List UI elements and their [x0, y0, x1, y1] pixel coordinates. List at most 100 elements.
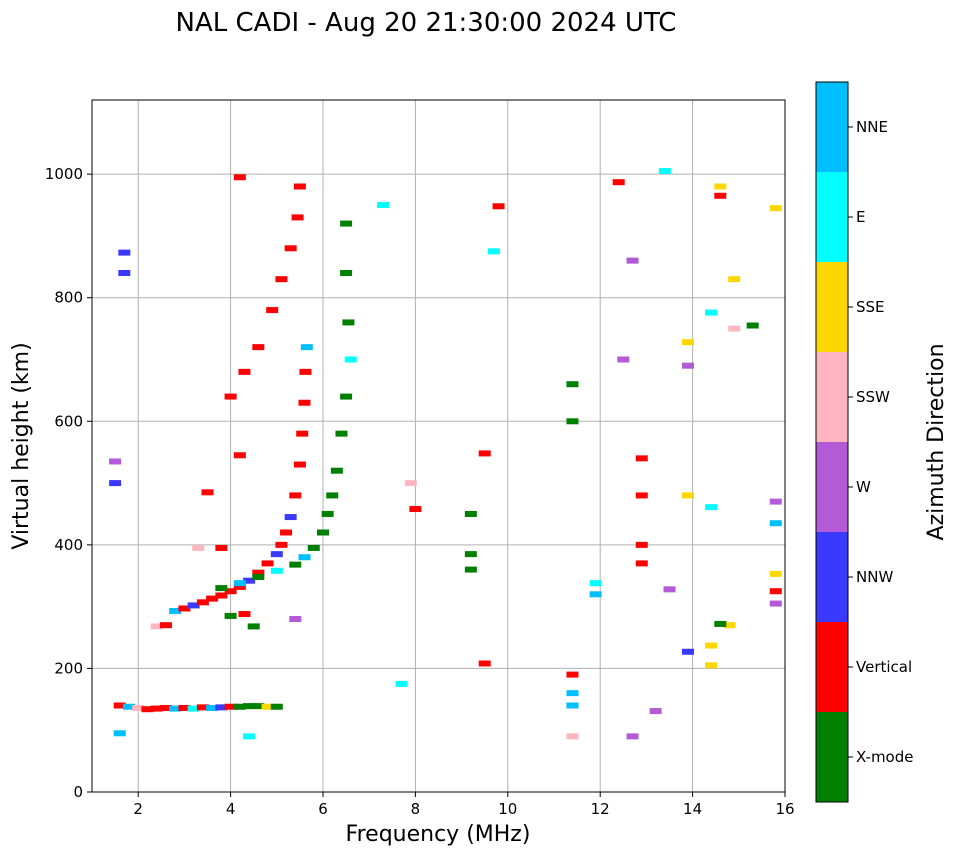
- colorbar-swatch: [816, 712, 848, 802]
- echo-point: [326, 492, 339, 499]
- echo-point: [275, 541, 288, 548]
- echo-point: [635, 492, 648, 499]
- echo-point: [566, 690, 579, 697]
- echo-point: [705, 504, 718, 511]
- echo-point: [340, 270, 353, 276]
- echo-point: [233, 583, 246, 590]
- echo-point: [589, 591, 602, 598]
- echo-point: [321, 510, 334, 517]
- echo-point: [275, 276, 288, 283]
- echo-point: [298, 554, 311, 561]
- echo-point: [705, 662, 718, 669]
- echo-point: [705, 309, 718, 316]
- echo-point: [714, 192, 727, 199]
- colorbar-category-label: W: [856, 478, 871, 496]
- echo-point: [187, 602, 200, 609]
- echo-point: [289, 616, 302, 622]
- echo-point: [769, 205, 782, 212]
- echo-point: [705, 642, 718, 649]
- echo-point: [335, 430, 348, 437]
- y-tick-label: 400: [54, 536, 83, 554]
- echo-point: [681, 339, 694, 346]
- y-axis-ticks: 0 200 400 600 800 1000: [45, 165, 92, 801]
- echo-point: [464, 551, 477, 558]
- echo-point: [589, 580, 602, 587]
- echo-point: [478, 450, 491, 457]
- echo-point: [681, 492, 694, 499]
- echo-point: [247, 623, 260, 630]
- plot-area: [109, 168, 782, 740]
- echo-point: [206, 595, 219, 602]
- echo-point: [330, 467, 343, 474]
- echo-point: [252, 344, 265, 351]
- echo-point: [150, 623, 163, 630]
- echo-point: [109, 480, 122, 487]
- echo-point: [617, 356, 630, 363]
- echo-point: [340, 393, 353, 400]
- echo-point: [492, 203, 505, 210]
- echo-point: [728, 276, 741, 283]
- echo-point: [723, 622, 736, 629]
- echo-point: [201, 489, 214, 496]
- echo-point: [224, 612, 237, 619]
- x-tick-label: 10: [498, 800, 517, 818]
- echo-point: [487, 248, 500, 255]
- echo-point: [769, 520, 782, 527]
- echo-point: [113, 730, 126, 737]
- echo-point: [377, 202, 390, 209]
- echo-point: [635, 541, 648, 548]
- echo-point: [404, 480, 417, 487]
- colorbar-swatch: [816, 442, 848, 532]
- x-tick-label: 6: [318, 800, 328, 818]
- echo-point: [150, 705, 163, 712]
- echo-point: [261, 703, 274, 710]
- echo-point: [196, 704, 209, 711]
- echo-point: [118, 249, 131, 256]
- y-axis-label: Virtual height (km): [9, 342, 34, 549]
- echo-point: [192, 544, 205, 551]
- colorbar-frame: [815, 81, 849, 803]
- echo-point: [196, 599, 209, 606]
- x-tick-label: 8: [411, 800, 421, 818]
- echo-point: [340, 220, 353, 227]
- echo-point: [395, 680, 408, 687]
- colorbar-swatch: [816, 172, 848, 262]
- echo-point: [769, 588, 782, 595]
- echo-point: [215, 585, 228, 592]
- echo-point: [464, 510, 477, 517]
- echo-point: [261, 560, 274, 567]
- echo-point: [270, 567, 283, 574]
- y-tick-label: 1000: [45, 165, 83, 183]
- echo-point: [178, 605, 191, 612]
- echo-point: [566, 671, 579, 678]
- echo-point: [649, 708, 662, 715]
- echo-point: [714, 183, 727, 190]
- echo-point: [317, 529, 329, 536]
- echo-point: [566, 702, 579, 709]
- echo-point: [243, 577, 256, 584]
- echo-point: [132, 704, 145, 711]
- echo-point: [270, 551, 283, 558]
- echo-point: [270, 703, 283, 710]
- x-tick-label: 2: [133, 800, 143, 818]
- echo-point: [206, 704, 219, 711]
- echo-point: [464, 566, 477, 573]
- echo-point: [169, 705, 182, 712]
- x-tick-label: 12: [591, 800, 610, 818]
- echo-point: [344, 356, 357, 363]
- colorbar-category-label: SSW: [856, 388, 890, 406]
- echo-point: [342, 319, 355, 326]
- echo-point: [681, 362, 694, 369]
- colorbar-category-label: E: [856, 208, 865, 226]
- echo-point: [109, 458, 122, 465]
- echo-point: [284, 245, 297, 252]
- y-tick-label: 0: [73, 783, 83, 801]
- echo-point: [769, 600, 782, 607]
- echo-point: [478, 660, 491, 667]
- echo-point: [289, 561, 302, 568]
- colorbar-swatch: [816, 262, 848, 352]
- echo-point: [280, 529, 293, 536]
- chart-title: NAL CADI - Aug 20 21:30:00 2024 UTC: [176, 8, 677, 38]
- echo-point: [298, 399, 311, 406]
